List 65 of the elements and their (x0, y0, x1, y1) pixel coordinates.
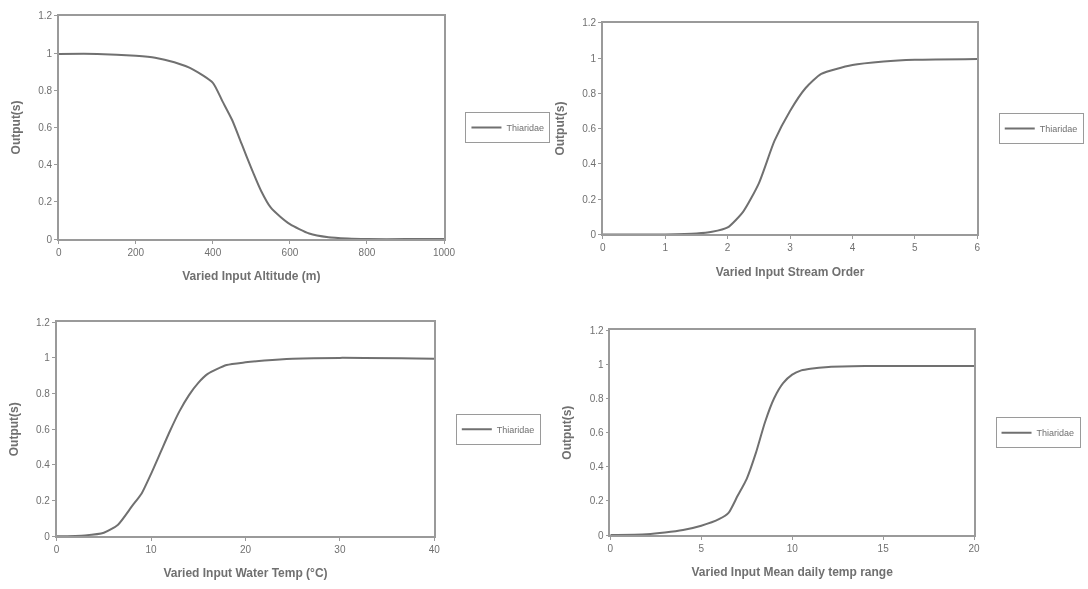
x-tick-label: 400 (204, 246, 222, 258)
x-tick-label: 200 (127, 246, 145, 258)
y-tick-label: 0.2 (35, 495, 51, 507)
y-tick-label: 0.6 (38, 121, 53, 133)
x-tick-label: 6 (974, 242, 981, 254)
y-tick-label: 1.2 (589, 324, 604, 336)
line-series (602, 57, 978, 235)
y-tick-label: 0 (590, 228, 597, 240)
y-tick-label: 0.6 (589, 427, 604, 439)
y-axis-title: Output(s) (552, 101, 567, 156)
y-tick-label: 1 (598, 358, 605, 370)
y-tick-label: 1 (590, 52, 597, 64)
legend-label: Thiaridae (1039, 124, 1078, 135)
y-tick-label: 1.2 (38, 10, 53, 22)
y-tick-label: 0.4 (589, 461, 604, 473)
x-tick-label: 1000 (432, 246, 456, 258)
x-tick-label: 5 (912, 242, 919, 254)
legend-label: Thiaridae (1036, 428, 1075, 439)
x-tick-label: 20 (968, 542, 981, 554)
y-tick-label: 0.4 (38, 159, 53, 171)
y-tick-label: 0.8 (589, 393, 604, 405)
y-tick-label: 0.4 (582, 158, 597, 170)
x-axis-title: Varied Input Mean daily temp range (691, 565, 894, 580)
line-series (610, 365, 975, 536)
x-axis-title: Varied Input Stream Order (715, 264, 865, 279)
y-axis-title: Output(s) (560, 405, 575, 460)
legend-label: Thiaridae (506, 122, 544, 133)
y-tick-label: 1.2 (35, 316, 51, 328)
y-tick-label: 1.2 (582, 17, 597, 29)
x-axis-title: Varied Input Altitude (m) (182, 269, 321, 284)
x-tick-label: 800 (358, 246, 376, 258)
y-tick-label: 0.4 (35, 459, 51, 471)
x-tick-label: 10 (145, 544, 158, 556)
y-tick-label: 0.2 (38, 196, 53, 208)
y-axis-title: Output(s) (8, 100, 23, 155)
y-tick-label: 0.2 (589, 495, 604, 507)
x-tick-label: 20 (239, 544, 252, 556)
x-tick-label: 4 (849, 242, 856, 254)
x-tick-label: 30 (334, 544, 346, 556)
legend-label: Thiaridae (496, 424, 535, 435)
y-tick-label: 0 (598, 529, 605, 541)
y-tick-label: 1 (44, 352, 51, 364)
y-tick-label: 1 (46, 47, 53, 59)
x-tick-label: 40 (428, 544, 441, 556)
x-tick-label: 3 (787, 242, 794, 254)
x-axis-title: Varied Input Water Temp (°C) (163, 566, 328, 581)
y-tick-label: 0 (46, 233, 53, 245)
y-tick-label: 0.8 (38, 84, 53, 96)
x-tick-label: 600 (281, 246, 299, 258)
x-tick-label: 15 (877, 542, 890, 554)
x-tick-label: 1 (662, 242, 669, 254)
line-series (58, 52, 444, 240)
y-tick-label: 0.6 (582, 123, 597, 135)
y-axis-title: Output(s) (6, 402, 21, 457)
x-tick-label: 10 (786, 542, 799, 554)
line-series (56, 356, 435, 537)
x-tick-label: 0 (56, 246, 63, 258)
y-tick-label: 0.8 (582, 87, 597, 99)
y-tick-label: 0.6 (35, 423, 51, 435)
y-tick-label: 0.8 (35, 388, 51, 400)
x-tick-label: 0 (607, 542, 614, 554)
x-tick-label: 2 (724, 242, 731, 254)
y-tick-label: 0 (44, 530, 51, 542)
x-tick-label: 5 (698, 542, 705, 554)
y-tick-label: 0.2 (582, 193, 597, 205)
